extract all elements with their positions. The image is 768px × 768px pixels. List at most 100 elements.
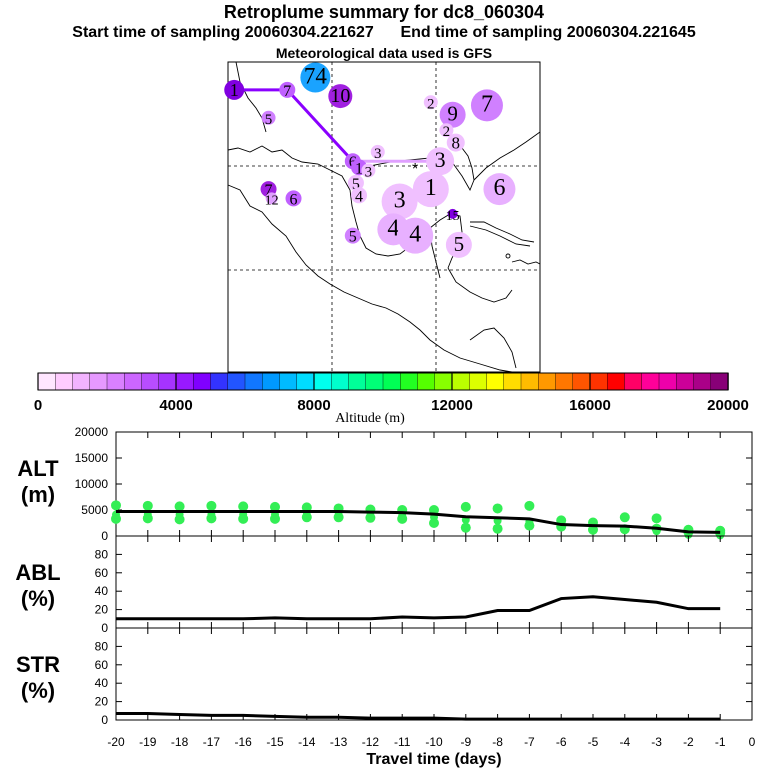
- plume-marker: [423, 95, 438, 110]
- plume-marker: [344, 227, 361, 244]
- plume-marker-label: 5: [454, 232, 465, 256]
- x-tick-label: -12: [362, 735, 380, 749]
- plume-marker: [300, 62, 331, 93]
- x-tick-label: -18: [171, 735, 189, 749]
- colorbar-tick-label: 8000: [297, 397, 330, 414]
- y-tick-label: 0: [101, 713, 108, 727]
- x-tick-label: -3: [651, 735, 662, 749]
- x-tick-label: -8: [492, 735, 503, 749]
- map-gridlines: [228, 62, 540, 372]
- altitude-marker: [238, 501, 249, 512]
- x-tick-label: 0: [749, 735, 756, 749]
- x-tick-label: -9: [460, 735, 471, 749]
- abl-panel: 80 60 40 20 0 ABL(%): [15, 535, 753, 635]
- end-time-label: End time of sampling 20060304.221645: [400, 24, 696, 41]
- x-tick-label: -14: [298, 735, 316, 749]
- plume-marker-label: 4: [387, 215, 399, 241]
- colorbar: 0 4000 8000 12000 16000 20000 Altitude (m): [34, 372, 749, 426]
- x-tick-label: -7: [524, 735, 535, 749]
- altitude-marker: [651, 513, 662, 524]
- sampling-times: Start time of sampling 20060304.221627 E…: [0, 24, 768, 42]
- colorbar-cell: [607, 372, 626, 391]
- y-tick-label: 20: [95, 695, 109, 709]
- str-unit-label: (%): [21, 678, 55, 703]
- colorbar-cell: [331, 372, 350, 391]
- colorbar-cell: [624, 372, 643, 391]
- y-tick-label: 80: [95, 547, 109, 561]
- altitude-marker: [270, 501, 280, 512]
- colorbar-cell: [400, 372, 419, 391]
- x-tick-label: -13: [330, 735, 348, 749]
- x-axis: -20 -19 -18 -17 -16 -15 -14 -13 -12 -11 -10 -9 -8 -7-…: [107, 735, 755, 768]
- y-tick-label: 80: [95, 639, 109, 653]
- altitude-marker: [174, 501, 185, 512]
- plume-marker: [447, 208, 458, 219]
- y-tick-label: 10000: [75, 477, 109, 491]
- plume-marker-label: 5: [265, 112, 273, 128]
- x-tick-label: -20: [107, 735, 125, 749]
- colorbar-cell: [365, 372, 384, 391]
- plume-marker: [265, 192, 278, 205]
- altitude-marker: [429, 505, 439, 515]
- plume-marker: [328, 84, 353, 109]
- plume-marker-label: 5: [352, 176, 360, 193]
- x-tick-label: -17: [203, 735, 221, 749]
- abl-label: ABL: [15, 560, 60, 585]
- altitude-marker: [492, 503, 503, 514]
- colorbar-tick-label: 4000: [159, 397, 192, 414]
- map-panel: 17741052972863313546137126155445 *: [224, 61, 541, 373]
- plume-marker-label: 6: [493, 175, 505, 201]
- plume-marker: [470, 89, 503, 122]
- colorbar-cell: [451, 372, 470, 391]
- plume-marker: [347, 174, 364, 191]
- plume-marker-label: 1: [425, 175, 437, 201]
- colorbar-cell: [348, 372, 367, 391]
- plume-marker: [361, 163, 376, 178]
- x-tick-label: -6: [556, 735, 567, 749]
- abl-series-line: [116, 595, 721, 621]
- y-tick-label: 20: [95, 603, 109, 617]
- colorbar-cell: [589, 372, 608, 391]
- y-tick-label: 60: [95, 658, 109, 672]
- plume-markers: 17741052972863313546137126155445: [224, 62, 516, 258]
- altitude-marker: [460, 501, 471, 512]
- y-tick-label: 0: [101, 621, 108, 635]
- plume-marker: [426, 147, 455, 176]
- colorbar-cell: [72, 372, 91, 391]
- colorbar-tick-label: 0: [34, 397, 42, 414]
- colorbar-cell: [106, 372, 125, 391]
- x-tick-label: -15: [266, 735, 284, 749]
- sampling-point-star: *: [412, 161, 418, 178]
- plume-marker-label: 3: [435, 147, 446, 172]
- colorbar-cell: [296, 372, 315, 391]
- alt-label: ALT: [17, 456, 59, 481]
- plume-marker: [351, 187, 368, 204]
- x-tick-label: -11: [394, 735, 411, 749]
- str-label: STR: [16, 652, 60, 677]
- alt-series-line: [116, 510, 721, 534]
- plume-marker-label: 5: [349, 229, 357, 246]
- str-frame: [115, 627, 753, 721]
- plume-marker: [439, 123, 454, 138]
- plume-marker-label: 3: [365, 165, 373, 181]
- plume-marker: [483, 173, 516, 206]
- colorbar-cell: [279, 372, 298, 391]
- plume-marker-label: 3: [394, 188, 406, 214]
- plume-marker-label: 7: [283, 83, 291, 100]
- colorbar-tick-label: 12000: [431, 397, 473, 414]
- colorbar-cell: [244, 372, 263, 391]
- colorbar-cell: [417, 372, 436, 391]
- start-time-label: Start time of sampling 20060304.221627: [72, 24, 374, 41]
- colorbar-cell: [434, 372, 453, 391]
- met-data-label: Meteorological data used is GFS: [275, 45, 493, 61]
- colorbar-cell: [676, 372, 695, 391]
- plume-marker-label: 4: [355, 188, 363, 205]
- colorbar-cell: [37, 372, 56, 391]
- colorbar-cell: [693, 372, 712, 391]
- x-tick-label: -4: [619, 735, 630, 749]
- plume-marker: [439, 101, 466, 128]
- colorbar-cell: [710, 372, 729, 391]
- abl-unit-label: (%): [21, 586, 55, 611]
- colorbar-cell: [555, 372, 574, 391]
